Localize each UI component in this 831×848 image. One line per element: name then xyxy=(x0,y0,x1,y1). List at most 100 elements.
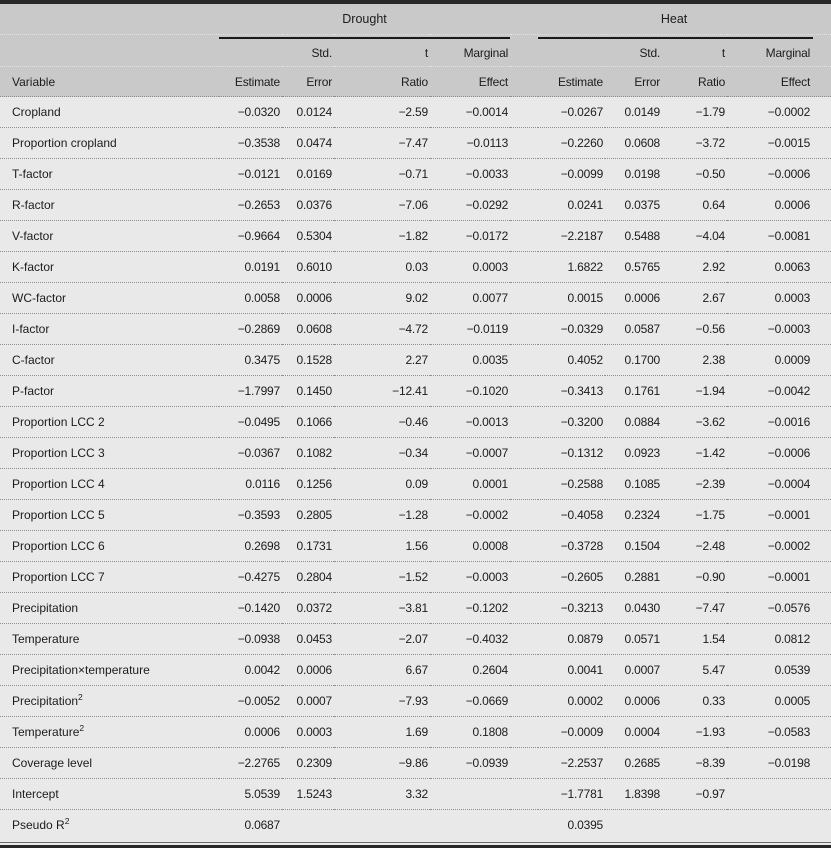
cell-drought-estimate: 0.0191 xyxy=(219,251,282,283)
cell-heat-t-ratio: −0.90 xyxy=(662,561,728,593)
heat-stderr-top: Std. xyxy=(605,40,663,67)
cell-heat-estimate: −0.2260 xyxy=(538,127,606,159)
column-gap xyxy=(510,499,539,531)
table-top-rule xyxy=(0,0,831,4)
cell-drought-marginal-effect: 0.0001 xyxy=(430,468,511,500)
cell-drought-t-ratio: −0.71 xyxy=(334,158,430,190)
variable-label: R-factor xyxy=(0,189,219,221)
subheader-top-row: Std. t Marginal Std. t Marginal xyxy=(0,40,831,67)
column-gap xyxy=(510,747,539,779)
cell-drought-estimate: 5.0539 xyxy=(219,778,282,810)
cell-heat-marginal-effect: 0.0812 xyxy=(727,623,831,655)
variable-label: Proportion LCC 2 xyxy=(0,406,219,438)
cell-heat-t-ratio: −4.04 xyxy=(662,220,728,252)
cell-heat-std-error: 0.0608 xyxy=(605,127,663,159)
cell-heat-marginal-effect: −0.0016 xyxy=(727,406,831,438)
table-row: I-factor −0.2869 0.0608 −4.72 −0.0119 −0.0329… xyxy=(0,313,831,345)
cell-drought-t-ratio: −1.82 xyxy=(334,220,430,252)
variable-label: V-factor xyxy=(0,220,219,252)
table-row: C-factor 0.3475 0.1528 2.27 0.0035 0.4052 0.17… xyxy=(0,344,831,376)
column-gap xyxy=(510,375,539,407)
cell-heat-std-error: 0.1700 xyxy=(605,344,663,376)
table-bottom-rule xyxy=(0,845,831,848)
cell-drought-marginal-effect xyxy=(430,809,511,840)
drought-estimate-header: Estimate xyxy=(234,74,280,89)
cell-drought-std-error: 0.0007 xyxy=(282,685,334,717)
cell-heat-t-ratio: −0.56 xyxy=(662,313,728,345)
cell-heat-estimate: −0.3213 xyxy=(538,592,606,624)
cell-heat-std-error: 0.2324 xyxy=(605,499,663,531)
cell-heat-marginal-effect: 0.0006 xyxy=(727,189,831,221)
cell-heat-estimate: −0.0099 xyxy=(538,158,606,190)
cell-drought-marginal-effect: −0.0172 xyxy=(430,220,511,252)
cell-drought-marginal-effect: 0.1808 xyxy=(430,716,511,748)
cell-heat-marginal-effect: 0.0009 xyxy=(727,344,831,376)
column-gap xyxy=(510,437,539,469)
variable-label: Precipitation xyxy=(0,592,219,624)
drought-tratio-header: Ratio xyxy=(400,74,428,89)
cell-heat-marginal-effect xyxy=(727,809,831,840)
cell-heat-estimate: −2.2537 xyxy=(538,747,606,779)
cell-drought-std-error: 0.0376 xyxy=(282,189,334,221)
cell-drought-t-ratio: −4.72 xyxy=(334,313,430,345)
cell-drought-estimate: 0.0042 xyxy=(219,654,282,686)
column-gap xyxy=(510,654,539,686)
variable-label: P-factor xyxy=(0,375,219,407)
cell-heat-std-error: 0.0006 xyxy=(605,685,663,717)
cell-drought-estimate: −0.0320 xyxy=(219,96,282,128)
cell-drought-estimate: −0.3593 xyxy=(219,499,282,531)
cell-drought-std-error: 0.0608 xyxy=(282,313,334,345)
cell-heat-t-ratio: 2.38 xyxy=(662,344,728,376)
cell-heat-t-ratio: 2.67 xyxy=(662,282,728,314)
column-gap xyxy=(510,220,539,252)
cell-heat-std-error: 0.0587 xyxy=(605,313,663,345)
cell-drought-std-error: 0.1731 xyxy=(282,530,334,562)
cell-heat-std-error: 0.0375 xyxy=(605,189,663,221)
cell-drought-std-error: 0.2805 xyxy=(282,499,334,531)
cell-drought-estimate: −0.1420 xyxy=(219,592,282,624)
cell-heat-std-error: 0.0149 xyxy=(605,96,663,128)
column-gap xyxy=(510,592,539,624)
cell-heat-t-ratio: −1.75 xyxy=(662,499,728,531)
cell-drought-marginal-effect: −0.0113 xyxy=(430,127,511,159)
cell-drought-marginal-effect: −0.1020 xyxy=(430,375,511,407)
heat-marginal-top: Marginal xyxy=(727,40,831,67)
heat-tratio-top: t xyxy=(662,40,728,67)
cell-heat-marginal-effect: −0.0042 xyxy=(727,375,831,407)
cell-heat-t-ratio: 0.64 xyxy=(662,189,728,221)
drought-marginal-header: Effect xyxy=(478,74,509,89)
column-gap xyxy=(510,158,539,190)
table-row: T-factor −0.0121 0.0169 −0.71 −0.0033 −0.0099… xyxy=(0,158,831,190)
cell-drought-marginal-effect: −0.0007 xyxy=(430,437,511,469)
group-label-drought: Drought xyxy=(219,4,511,35)
cell-drought-estimate: 0.2698 xyxy=(219,530,282,562)
cell-heat-marginal-effect: −0.0002 xyxy=(727,530,831,562)
cell-heat-std-error: 1.8398 xyxy=(605,778,663,810)
cell-drought-marginal-effect: 0.0003 xyxy=(430,251,511,283)
cell-heat-marginal-effect: −0.0002 xyxy=(727,96,831,128)
variable-label: I-factor xyxy=(0,313,219,345)
cell-heat-marginal-effect: −0.0001 xyxy=(727,499,831,531)
column-gap xyxy=(510,406,539,438)
column-gap xyxy=(510,282,539,314)
table-row: V-factor −0.9664 0.5304 −1.82 −0.0172 −2.2187… xyxy=(0,220,831,252)
table-header: Drought Heat Std. t Marginal Std. t xyxy=(0,4,831,97)
cell-drought-std-error: 0.1528 xyxy=(282,344,334,376)
cell-heat-std-error: 0.0923 xyxy=(605,437,663,469)
table-row: Proportion LCC 2 −0.0495 0.1066 −0.46 −0.001… xyxy=(0,406,831,438)
cell-drought-std-error: 0.1256 xyxy=(282,468,334,500)
cell-heat-marginal-effect: −0.0004 xyxy=(727,468,831,500)
drought-estimate-top xyxy=(219,40,282,67)
cell-drought-t-ratio xyxy=(334,809,430,840)
cell-heat-std-error: 0.2685 xyxy=(605,747,663,779)
variable-label: Proportion LCC 7 xyxy=(0,561,219,593)
table-row: Proportion LCC 4 0.0116 0.1256 0.09 0.0001 −0… xyxy=(0,468,831,500)
column-gap xyxy=(510,778,539,810)
table-row: Proportion cropland −0.3538 0.0474 −7.47 −0.… xyxy=(0,127,831,159)
cell-heat-t-ratio: −3.72 xyxy=(662,127,728,159)
variable-label: C-factor xyxy=(0,344,219,376)
cell-drought-estimate: −0.0495 xyxy=(219,406,282,438)
cell-heat-estimate: −0.3413 xyxy=(538,375,606,407)
cell-heat-estimate: −0.0329 xyxy=(538,313,606,345)
table-row: Precipitation −0.1420 0.0372 −3.81 −0.1202 −0… xyxy=(0,592,831,624)
